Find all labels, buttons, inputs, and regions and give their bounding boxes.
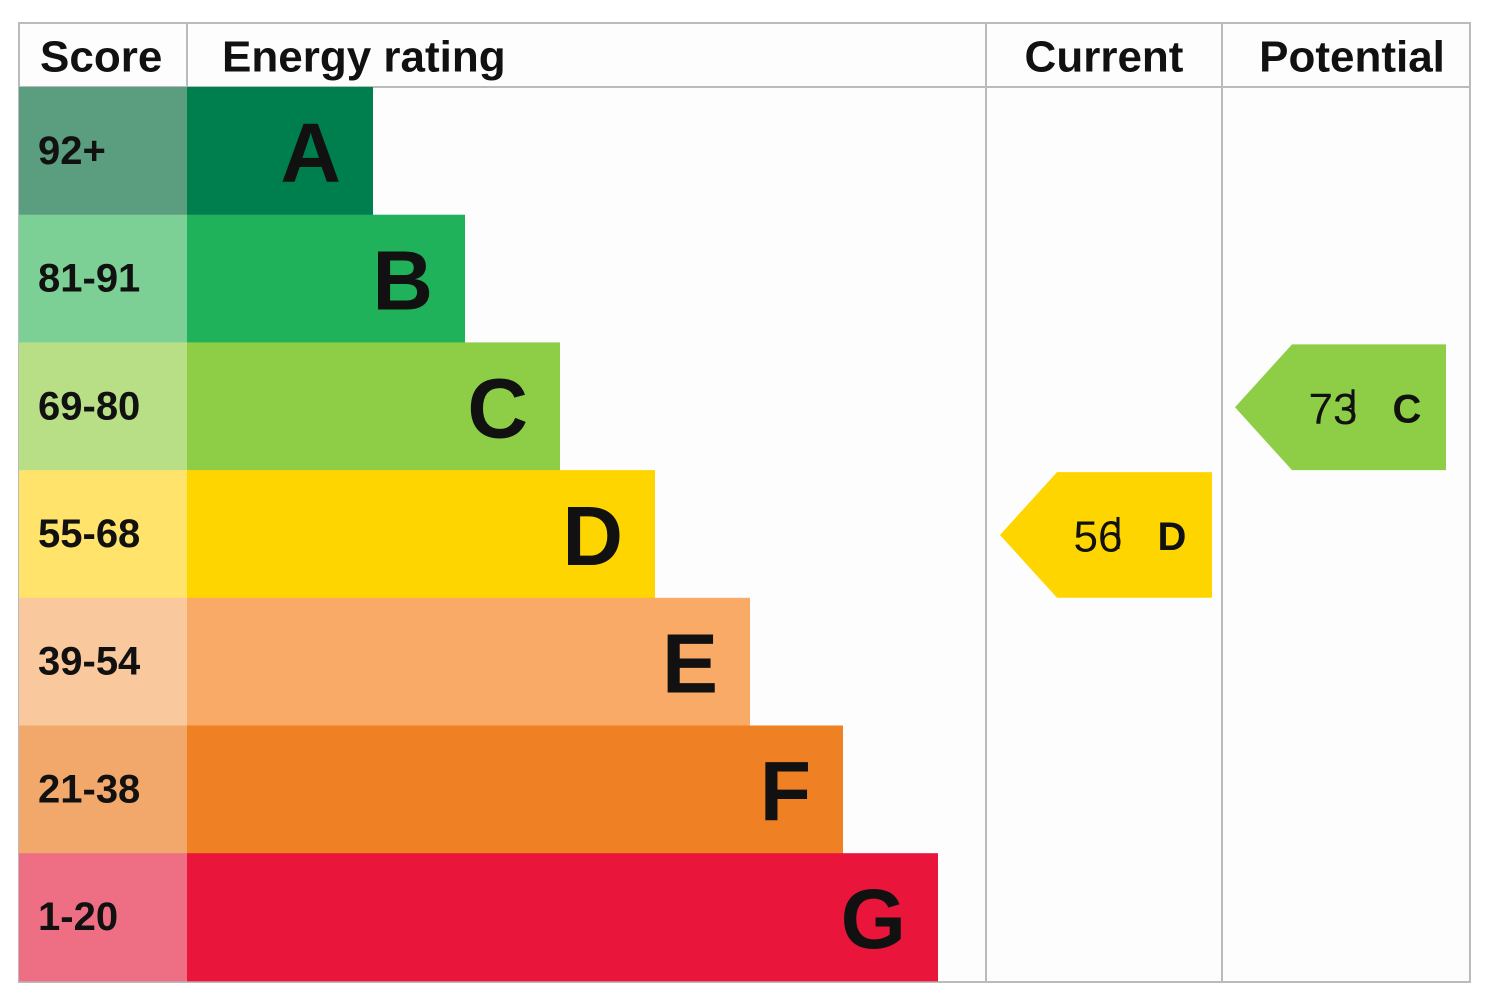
score-cell: [19, 87, 187, 216]
rating-bar: [187, 597, 750, 726]
rating-letter: A: [280, 106, 341, 200]
potential-arrow: [1235, 344, 1446, 471]
score-range: 92+: [38, 129, 106, 173]
rating-bar: [187, 87, 373, 216]
rating-letter: E: [662, 617, 718, 711]
current-value: 56: [1074, 512, 1123, 561]
score-range: 21-38: [38, 767, 140, 811]
rating-letter: D: [562, 489, 623, 583]
header-rating: Energy rating: [222, 33, 506, 82]
current-arrow: [1000, 472, 1212, 598]
rating-letter: B: [372, 234, 433, 328]
score-cell: [19, 725, 187, 854]
rating-letter: F: [760, 744, 811, 838]
score-range: 1-20: [38, 895, 118, 939]
rating-letter: G: [841, 872, 906, 966]
rating-bar: [187, 725, 843, 854]
rating-bar: [187, 214, 465, 343]
header-score: Score: [40, 33, 162, 82]
score-range: 81-91: [38, 257, 140, 301]
rating-bar: [187, 342, 560, 471]
score-range: 69-80: [38, 384, 140, 428]
score-cell: [19, 214, 187, 343]
header-current: Current: [1025, 33, 1184, 82]
current-letter: D: [1158, 515, 1187, 559]
score-cell: [19, 853, 187, 982]
score-range: 55-68: [38, 512, 140, 556]
potential-value: 73: [1309, 385, 1358, 434]
rating-bar: [187, 470, 655, 599]
potential-letter: C: [1393, 387, 1422, 431]
score-cell: [19, 342, 187, 471]
rating-bar: [187, 853, 938, 982]
header-potential: Potential: [1259, 33, 1445, 82]
score-cell: [19, 470, 187, 599]
score-cell: [19, 597, 187, 726]
rating-letter: C: [467, 361, 528, 455]
score-range: 39-54: [38, 640, 141, 684]
